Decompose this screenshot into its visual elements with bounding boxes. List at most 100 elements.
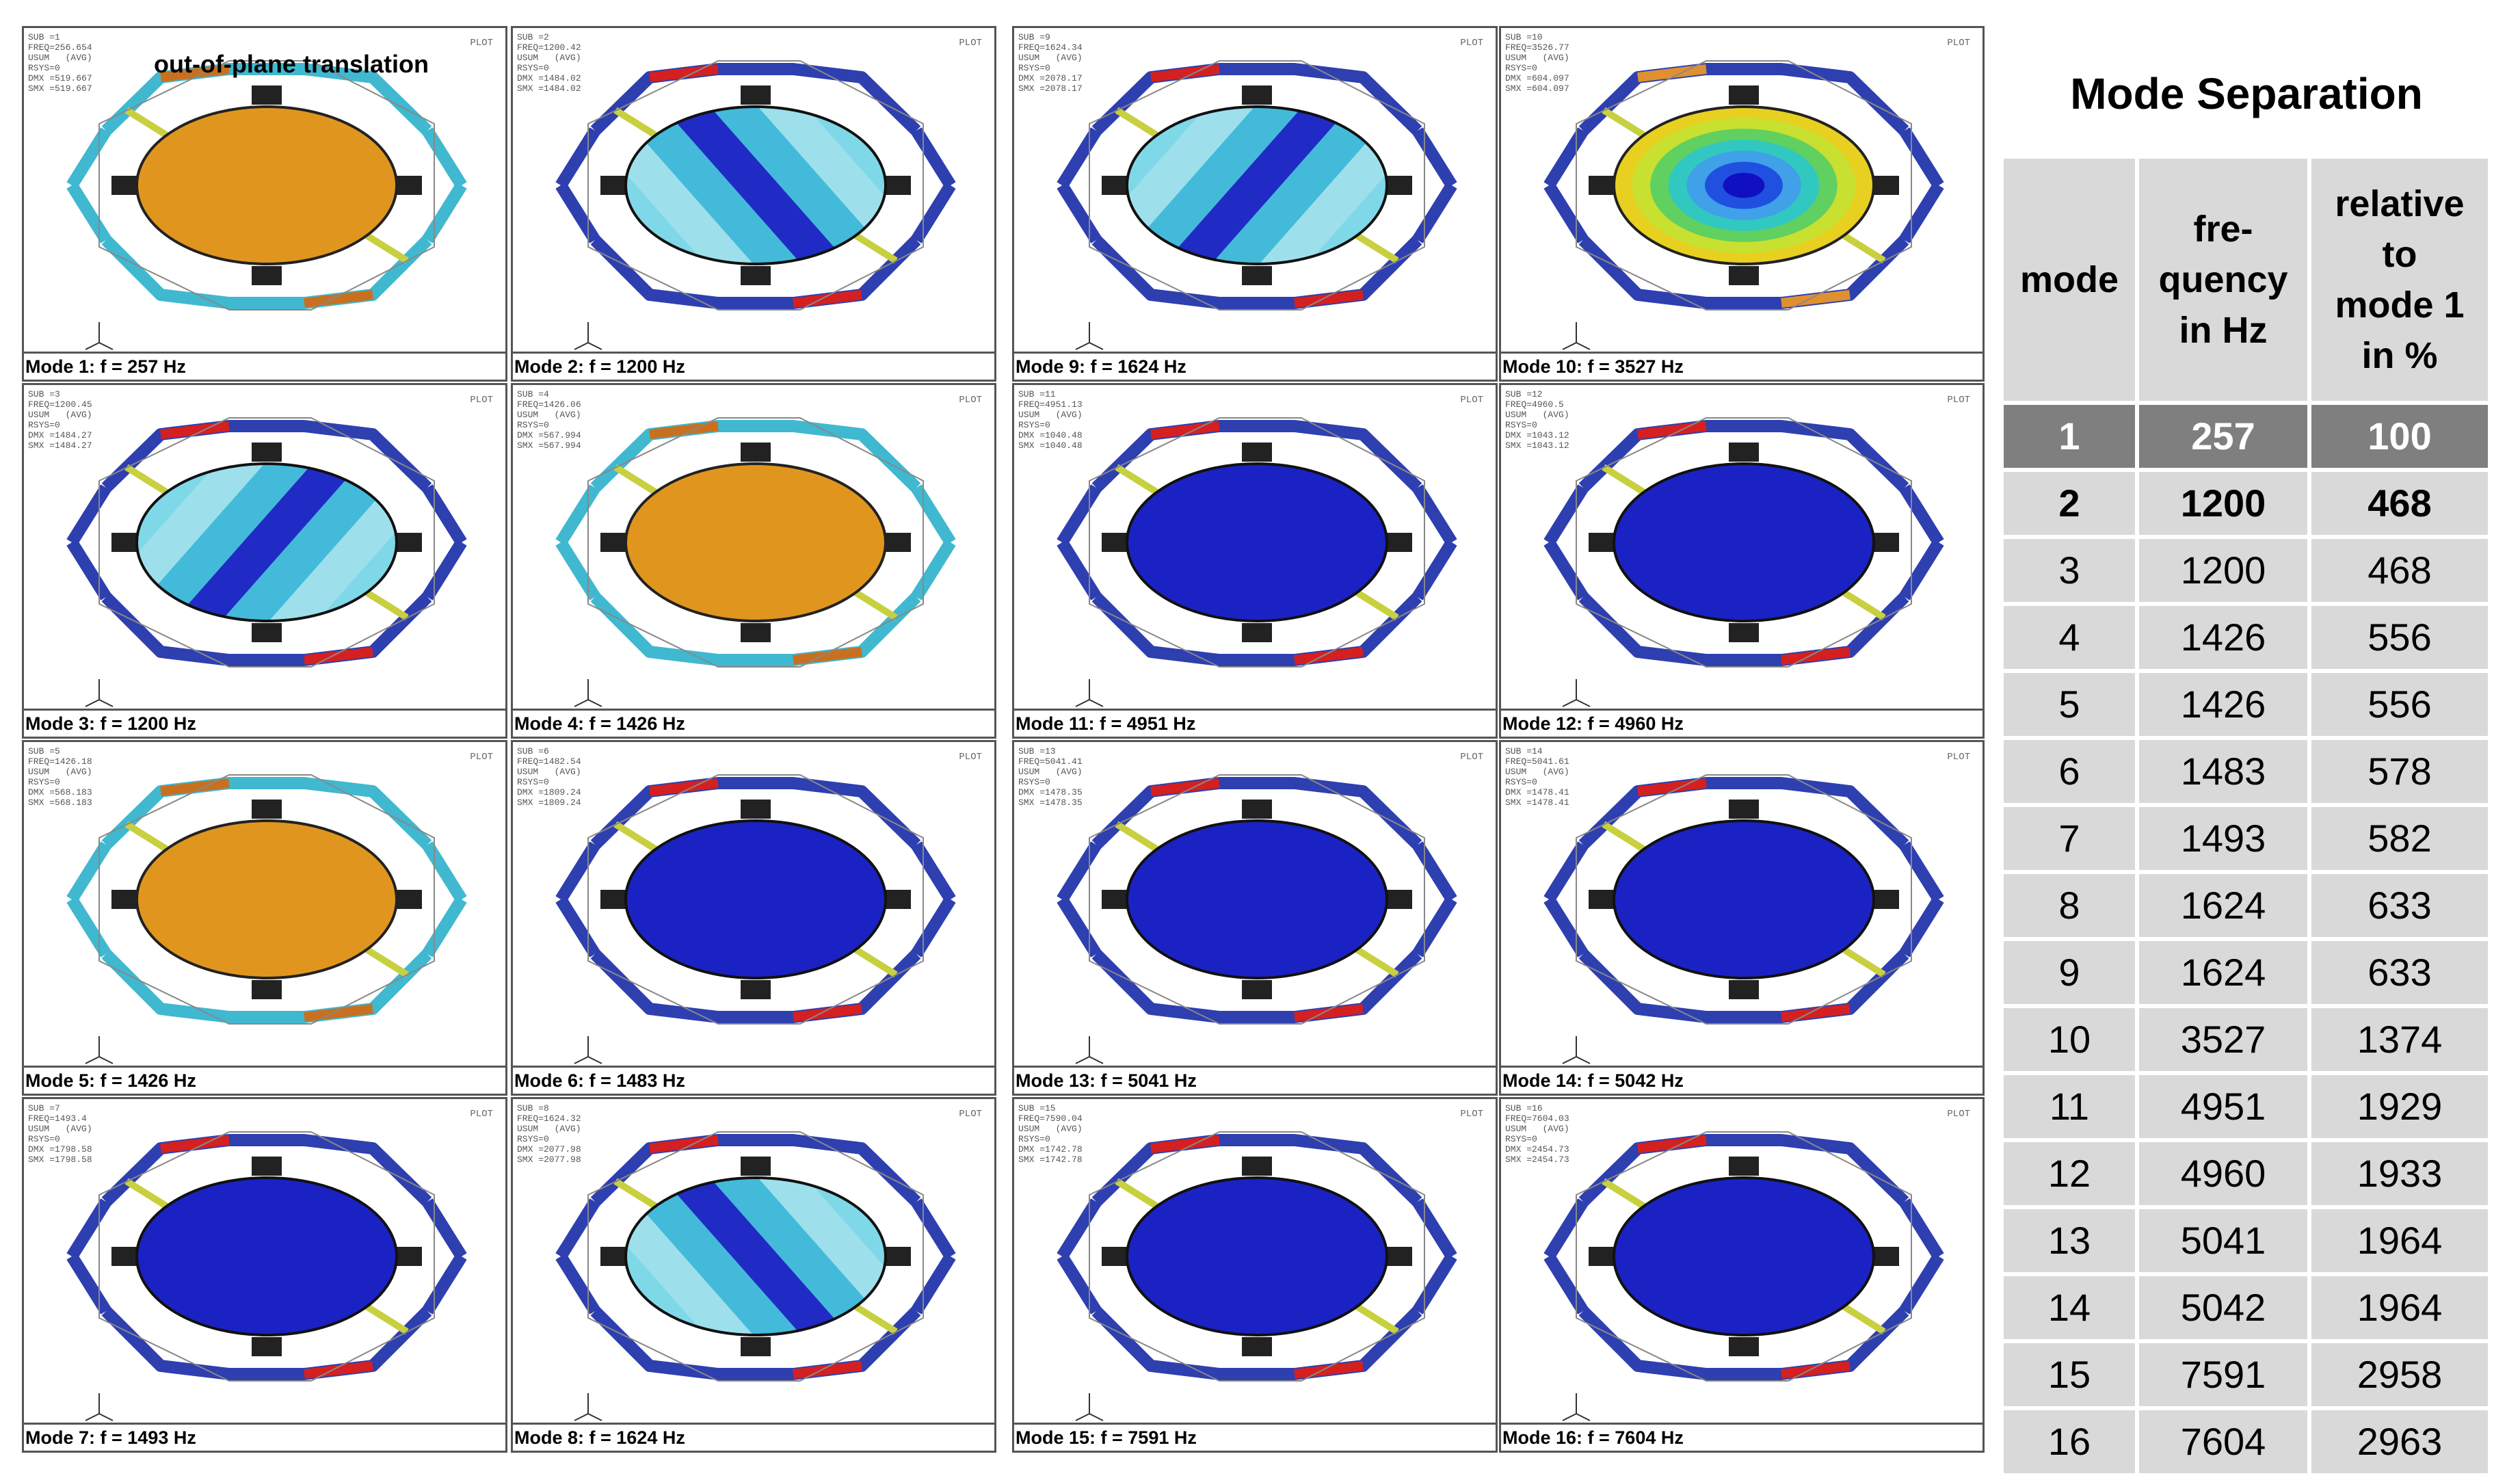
- solver-info: SUB =2 FREQ=1200.42 USUM (AVG) RSYS=0 DM…: [517, 32, 581, 94]
- mode-note: out-of-plane translation: [154, 50, 429, 78]
- mode-shape-figure: [1057, 417, 1457, 707]
- mode-shape-figure: [66, 774, 467, 1064]
- solver-info: SUB =1 FREQ=256.654 USUM (AVG) RSYS=0 DM…: [28, 32, 92, 94]
- cell-frequency: 5041: [2139, 1209, 2307, 1272]
- solver-info: SUB =5 FREQ=1426.18 USUM (AVG) RSYS=0 DM…: [28, 746, 92, 808]
- cell-mode: 8: [2004, 874, 2135, 937]
- mode-caption: Mode 4: f = 1426 Hz: [514, 713, 685, 734]
- mode-panel: SUB =7 FREQ=1493.4 USUM (AVG) RSYS=0 DMX…: [22, 1097, 507, 1453]
- cell-frequency: 1426: [2139, 606, 2307, 669]
- table-row: 9 1624 633: [2004, 941, 2488, 1004]
- cell-relative: 633: [2311, 941, 2488, 1004]
- mode-shape-figure: [1543, 417, 1944, 707]
- cell-mode: 16: [2004, 1410, 2135, 1473]
- table-row: 14 5042 1964: [2004, 1276, 2488, 1339]
- cell-mode: 11: [2004, 1075, 2135, 1138]
- mode-caption: Mode 2: f = 1200 Hz: [514, 356, 685, 377]
- plot-label: PLOT: [959, 395, 982, 406]
- solver-info: SUB =11 FREQ=4951.13 USUM (AVG) RSYS=0 D…: [1018, 389, 1083, 451]
- table-row: 4 1426 556: [2004, 606, 2488, 669]
- table-row: 8 1624 633: [2004, 874, 2488, 937]
- cell-mode: 2: [2004, 472, 2135, 535]
- mode-shape-figure: [555, 417, 956, 707]
- table-row: 7 1493 582: [2004, 807, 2488, 870]
- mode-panel: SUB =3 FREQ=1200.45 USUM (AVG) RSYS=0 DM…: [22, 383, 507, 739]
- solver-info: SUB =16 FREQ=7604.03 USUM (AVG) RSYS=0 D…: [1505, 1103, 1569, 1165]
- plot-label: PLOT: [1947, 395, 1970, 406]
- cell-mode: 9: [2004, 941, 2135, 1004]
- cell-relative: 468: [2311, 539, 2488, 602]
- solver-info: SUB =13 FREQ=5041.41 USUM (AVG) RSYS=0 D…: [1018, 746, 1083, 808]
- mode-panel: SUB =12 FREQ=4960.5 USUM (AVG) RSYS=0 DM…: [1499, 383, 1985, 739]
- mode-panel: SUB =10 FREQ=3526.77 USUM (AVG) RSYS=0 D…: [1499, 26, 1985, 382]
- mode-caption: Mode 7: f = 1493 Hz: [25, 1427, 196, 1448]
- mode-shape-figure: [555, 774, 956, 1064]
- mode-caption: Mode 15: f = 7591 Hz: [1016, 1427, 1197, 1448]
- cell-mode: 3: [2004, 539, 2135, 602]
- cell-frequency: 1200: [2139, 539, 2307, 602]
- solver-info: SUB =6 FREQ=1482.54 USUM (AVG) RSYS=0 DM…: [517, 746, 581, 808]
- header-relative: relative to mode 1 in %: [2311, 159, 2488, 401]
- mode-panel: SUB =15 FREQ=7590.04 USUM (AVG) RSYS=0 D…: [1012, 1097, 1498, 1453]
- mode-caption: Mode 1: f = 257 Hz: [25, 356, 186, 377]
- table-row: 13 5041 1964: [2004, 1209, 2488, 1272]
- plot-label: PLOT: [1460, 395, 1483, 406]
- cell-mode: 6: [2004, 740, 2135, 803]
- mode-shape-figure: [555, 1131, 956, 1421]
- table-row: 10 3527 1374: [2004, 1008, 2488, 1071]
- plot-label: PLOT: [470, 38, 493, 49]
- cell-relative: 1933: [2311, 1142, 2488, 1205]
- table-row: 2 1200 468: [2004, 472, 2488, 535]
- mode-panel: SUB =9 FREQ=1624.34 USUM (AVG) RSYS=0 DM…: [1012, 26, 1498, 382]
- cell-mode: 10: [2004, 1008, 2135, 1071]
- mode-shape-figure: [66, 60, 467, 350]
- mode-shape-figure: [1057, 60, 1457, 350]
- cell-mode: 1: [2004, 405, 2135, 468]
- mode-caption: Mode 8: f = 1624 Hz: [514, 1427, 685, 1448]
- cell-frequency: 7591: [2139, 1343, 2307, 1406]
- cell-frequency: 1426: [2139, 673, 2307, 736]
- cell-frequency: 1483: [2139, 740, 2307, 803]
- table-row: 12 4960 1933: [2004, 1142, 2488, 1205]
- mode-panel: SUB =11 FREQ=4951.13 USUM (AVG) RSYS=0 D…: [1012, 383, 1498, 739]
- cell-mode: 5: [2004, 673, 2135, 736]
- solver-info: SUB =8 FREQ=1624.32 USUM (AVG) RSYS=0 DM…: [517, 1103, 581, 1165]
- cell-frequency: 3527: [2139, 1008, 2307, 1071]
- cell-mode: 15: [2004, 1343, 2135, 1406]
- cell-frequency: 1200: [2139, 472, 2307, 535]
- mode-panel: SUB =6 FREQ=1482.54 USUM (AVG) RSYS=0 DM…: [511, 740, 996, 1096]
- mode-panel: SUB =13 FREQ=5041.41 USUM (AVG) RSYS=0 D…: [1012, 740, 1498, 1096]
- table-header-row: mode fre-quency in Hz relative to mode 1 in …: [2004, 159, 2488, 401]
- solver-info: SUB =15 FREQ=7590.04 USUM (AVG) RSYS=0 D…: [1018, 1103, 1083, 1165]
- solver-info: SUB =9 FREQ=1624.34 USUM (AVG) RSYS=0 DM…: [1018, 32, 1083, 94]
- plot-label: PLOT: [470, 752, 493, 763]
- cell-frequency: 4951: [2139, 1075, 2307, 1138]
- mode-shape-figure: [1057, 774, 1457, 1064]
- plot-label: PLOT: [959, 1109, 982, 1120]
- cell-relative: 1964: [2311, 1209, 2488, 1272]
- table-row: 16 7604 2963: [2004, 1410, 2488, 1473]
- mode-panel: SUB =4 FREQ=1426.06 USUM (AVG) RSYS=0 DM…: [511, 383, 996, 739]
- cell-relative: 582: [2311, 807, 2488, 870]
- table-row: 11 4951 1929: [2004, 1075, 2488, 1138]
- table-title: Mode Separation: [2070, 69, 2423, 118]
- solver-info: SUB =14 FREQ=5041.61 USUM (AVG) RSYS=0 D…: [1505, 746, 1569, 808]
- plot-label: PLOT: [1947, 752, 1970, 763]
- mode-caption: Mode 5: f = 1426 Hz: [25, 1070, 196, 1091]
- cell-mode: 13: [2004, 1209, 2135, 1272]
- mode-separation-table: mode fre-quency in Hz relative to mode 1 in …: [2000, 155, 2492, 1477]
- mode-caption: Mode 3: f = 1200 Hz: [25, 713, 196, 734]
- plot-label: PLOT: [1947, 38, 1970, 49]
- header-frequency: fre-quency in Hz: [2139, 159, 2307, 401]
- cell-relative: 633: [2311, 874, 2488, 937]
- mode-panel: SUB =1 FREQ=256.654 USUM (AVG) RSYS=0 DM…: [22, 26, 507, 382]
- mode-panel: SUB =14 FREQ=5041.61 USUM (AVG) RSYS=0 D…: [1499, 740, 1985, 1096]
- cell-relative: 468: [2311, 472, 2488, 535]
- plot-label: PLOT: [1947, 1109, 1970, 1120]
- mode-caption: Mode 14: f = 5042 Hz: [1502, 1070, 1684, 1091]
- cell-relative: 2958: [2311, 1343, 2488, 1406]
- cell-relative: 556: [2311, 673, 2488, 736]
- cell-frequency: 257: [2139, 405, 2307, 468]
- mode-caption: Mode 12: f = 4960 Hz: [1502, 713, 1684, 734]
- mode-shape-figure: [66, 417, 467, 707]
